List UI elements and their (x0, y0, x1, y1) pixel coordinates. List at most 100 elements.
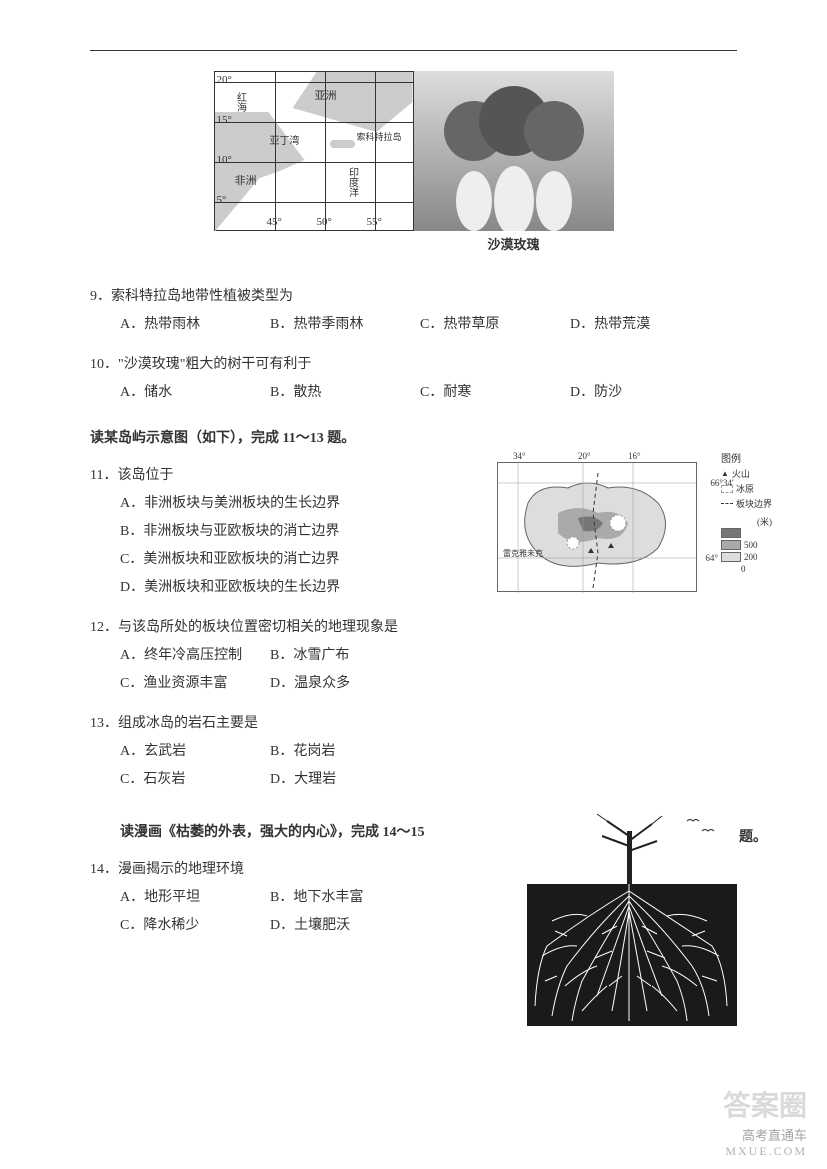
watermark-url: MXUE.COM (725, 1144, 807, 1159)
island-lon-16: 16° (628, 451, 641, 461)
lat-15: 15° (217, 114, 232, 126)
map-grid-lat3 (215, 162, 413, 163)
question-13: 13．组成冰岛的岩石主要是 A．玄武岩 B．花岗岩 C．石灰岩 D．大理岩 (90, 710, 737, 794)
label-socotra: 索科特拉岛 (357, 130, 402, 143)
legend-plate-label: 板块边界 (736, 497, 772, 510)
q10-option-d: D．防沙 (570, 379, 720, 407)
q9-option-a: A．热带雨林 (120, 311, 270, 339)
q11-option-a: A．非洲板块与美洲板块的生长边界 (120, 490, 487, 518)
desert-rose-drawing (414, 71, 614, 231)
section-2-heading: 读某岛屿示意图（如下），完成 11～13 题。 (90, 427, 737, 447)
q13-option-a: A．玄武岩 (120, 738, 270, 766)
island-lat-64: 64° (705, 553, 718, 563)
label-asia: 亚洲 (315, 87, 337, 103)
q11-block: 11．该岛位于 A．非洲板块与美洲板块的生长边界 B．非洲板块与亚欧板块的消亡边… (90, 462, 737, 614)
legend-glacier: 冰原 (721, 482, 772, 495)
question-10: 10．"沙漠玫瑰"粗大的树干可有利于 A．储水 B．散热 C．耐寒 D．防沙 (90, 351, 737, 407)
question-12: 12．与该岛所处的板块位置密切相关的地理现象是 A．终年冷高压控制 B．冰雪广布… (90, 614, 737, 698)
q12-option-d: D．温泉众多 (270, 670, 420, 698)
reykjavik-label: 雷克雅未克 (503, 548, 543, 559)
label-aden: 亚丁湾 (270, 132, 300, 147)
legend-plate: 板块边界 (721, 497, 772, 510)
tree-svg (527, 806, 737, 1026)
legend-volcano: ▲ 火山 (721, 467, 772, 480)
q12-options: A．终年冷高压控制 B．冰雪广布 C．渔业资源丰富 D．温泉众多 (90, 642, 737, 698)
lat-5: 5° (217, 194, 227, 206)
q14-text: 14．漫画揭示的地理环境 (90, 856, 527, 884)
island-lon-20: 20° (578, 451, 591, 461)
q12-text: 12．与该岛所处的板块位置密切相关的地理现象是 (90, 614, 737, 642)
q11-text: 11．该岛位于 (90, 462, 487, 490)
q10-text: 10．"沙漠玫瑰"粗大的树干可有利于 (90, 351, 737, 379)
q13-option-d: D．大理岩 (270, 766, 420, 794)
map-grid-lat2 (215, 122, 413, 123)
q13-options: A．玄武岩 B．花岗岩 C．石灰岩 D．大理岩 (90, 738, 737, 794)
q14-option-b: B．地下水丰富 (270, 884, 420, 912)
q12-option-b: B．冰雪广布 (270, 642, 420, 670)
section3-q14-block: 读漫画《枯萎的外表，强大的内心》，完成 14～15 14．漫画揭示的地理环境 A… (90, 806, 737, 1026)
q11-option-d: D．美洲板块和亚欧板块的生长边界 (120, 574, 487, 602)
elevation-unit: (米) (721, 515, 772, 528)
legend-box: 图例 ▲ 火山 冰原 板块边界 (米) 500 200 0 (721, 450, 772, 576)
section-3-heading-part2: 题。 (739, 826, 767, 846)
q10-option-b: B．散热 (270, 379, 420, 407)
q10-option-a: A．储水 (120, 379, 270, 407)
map-grid-lon3 (375, 72, 376, 230)
photo-caption: 沙漠玫瑰 (414, 234, 614, 253)
section-3-heading-part1: 读漫画《枯萎的外表，强大的内心》，完成 14～15 (90, 821, 425, 841)
q14-option-a: A．地形平坦 (120, 884, 270, 912)
q12-option-c: C．渔业资源丰富 (120, 670, 270, 698)
island-lon-34: 34° (513, 451, 526, 461)
q14-option-c: C．降水稀少 (120, 912, 270, 940)
page-top-divider (90, 50, 737, 51)
q12-option-a: A．终年冷高压控制 (120, 642, 270, 670)
elev-500: 500 (744, 540, 758, 550)
q11-option-b: B．非洲板块与亚欧板块的消亡边界 (120, 518, 487, 546)
question-11: 11．该岛位于 A．非洲板块与美洲板块的生长边界 B．非洲板块与亚欧板块的消亡边… (90, 462, 487, 602)
rose-photo (414, 71, 614, 231)
lat-20: 20° (217, 74, 232, 86)
label-africa: 非洲 (235, 172, 257, 188)
africa-land (215, 112, 305, 232)
watermark-gaokao: 高考直通车 (742, 1125, 807, 1144)
q14-option-d: D．土壤肥沃 (270, 912, 420, 940)
q9-option-c: C．热带草原 (420, 311, 570, 339)
q14-options: A．地形平坦 B．地下水丰富 C．降水稀少 D．土壤肥沃 (90, 884, 527, 940)
figure-1-container: 20° 15° 10° 5° 45° 50° 55° 亚洲 非洲 红海 亚丁湾 … (90, 71, 737, 253)
q9-option-d: D．热带荒漠 (570, 311, 720, 339)
map-grid-lat4 (215, 202, 413, 203)
q9-text: 9．索科特拉岛地带性植被类型为 (90, 283, 737, 311)
q13-option-b: B．花岗岩 (270, 738, 420, 766)
label-indian: 印度洋 (345, 167, 360, 197)
tree-cartoon (527, 806, 737, 1026)
question-9: 9．索科特拉岛地带性植被类型为 A．热带雨林 B．热带季雨林 C．热带草原 D．… (90, 283, 737, 339)
iceland-map: 34° 20° 16° 66°34′ 64° (497, 462, 697, 592)
q9-options: A．热带雨林 B．热带季雨林 C．热带草原 D．热带荒漠 (90, 311, 737, 339)
iceland-shape-svg (498, 463, 698, 593)
question-14: 14．漫画揭示的地理环境 A．地形平坦 B．地下水丰富 C．降水稀少 D．土壤肥… (90, 856, 527, 940)
map-wrapper: 20° 15° 10° 5° 45° 50° 55° 亚洲 非洲 红海 亚丁湾 … (214, 71, 414, 231)
photo-wrapper: 沙漠玫瑰 (414, 71, 614, 253)
lon-45: 45° (267, 216, 282, 228)
lat-10: 10° (217, 154, 232, 166)
tree-figure-wrapper: 题。 (527, 806, 737, 1026)
q10-options: A．储水 B．散热 C．耐寒 D．防沙 (90, 379, 737, 407)
q13-option-c: C．石灰岩 (120, 766, 270, 794)
q9-option-b: B．热带季雨林 (270, 311, 420, 339)
lon-50: 50° (317, 216, 332, 228)
q10-option-c: C．耐寒 (420, 379, 570, 407)
watermark-answer: 答案圈 (723, 1084, 807, 1124)
elev-200: 200 (744, 552, 758, 562)
socotra-island (330, 140, 355, 148)
map-grid-lat1 (215, 82, 413, 83)
island-figure-container: 34° 20° 16° 66°34′ 64° (497, 462, 737, 612)
q13-text: 13．组成冰岛的岩石主要是 (90, 710, 737, 738)
q11-option-c: C．美洲板块和亚欧板块的消亡边界 (120, 546, 487, 574)
legend-title: 图例 (721, 450, 772, 465)
map-grid-lon1 (275, 72, 276, 230)
socotra-map: 20° 15° 10° 5° 45° 50° 55° 亚洲 非洲 红海 亚丁湾 … (214, 71, 414, 231)
label-redsea: 红海 (233, 92, 248, 112)
legend-volcano-label: 火山 (732, 467, 750, 480)
legend-glacier-label: 冰原 (736, 482, 754, 495)
elev-0: 0 (741, 564, 746, 574)
